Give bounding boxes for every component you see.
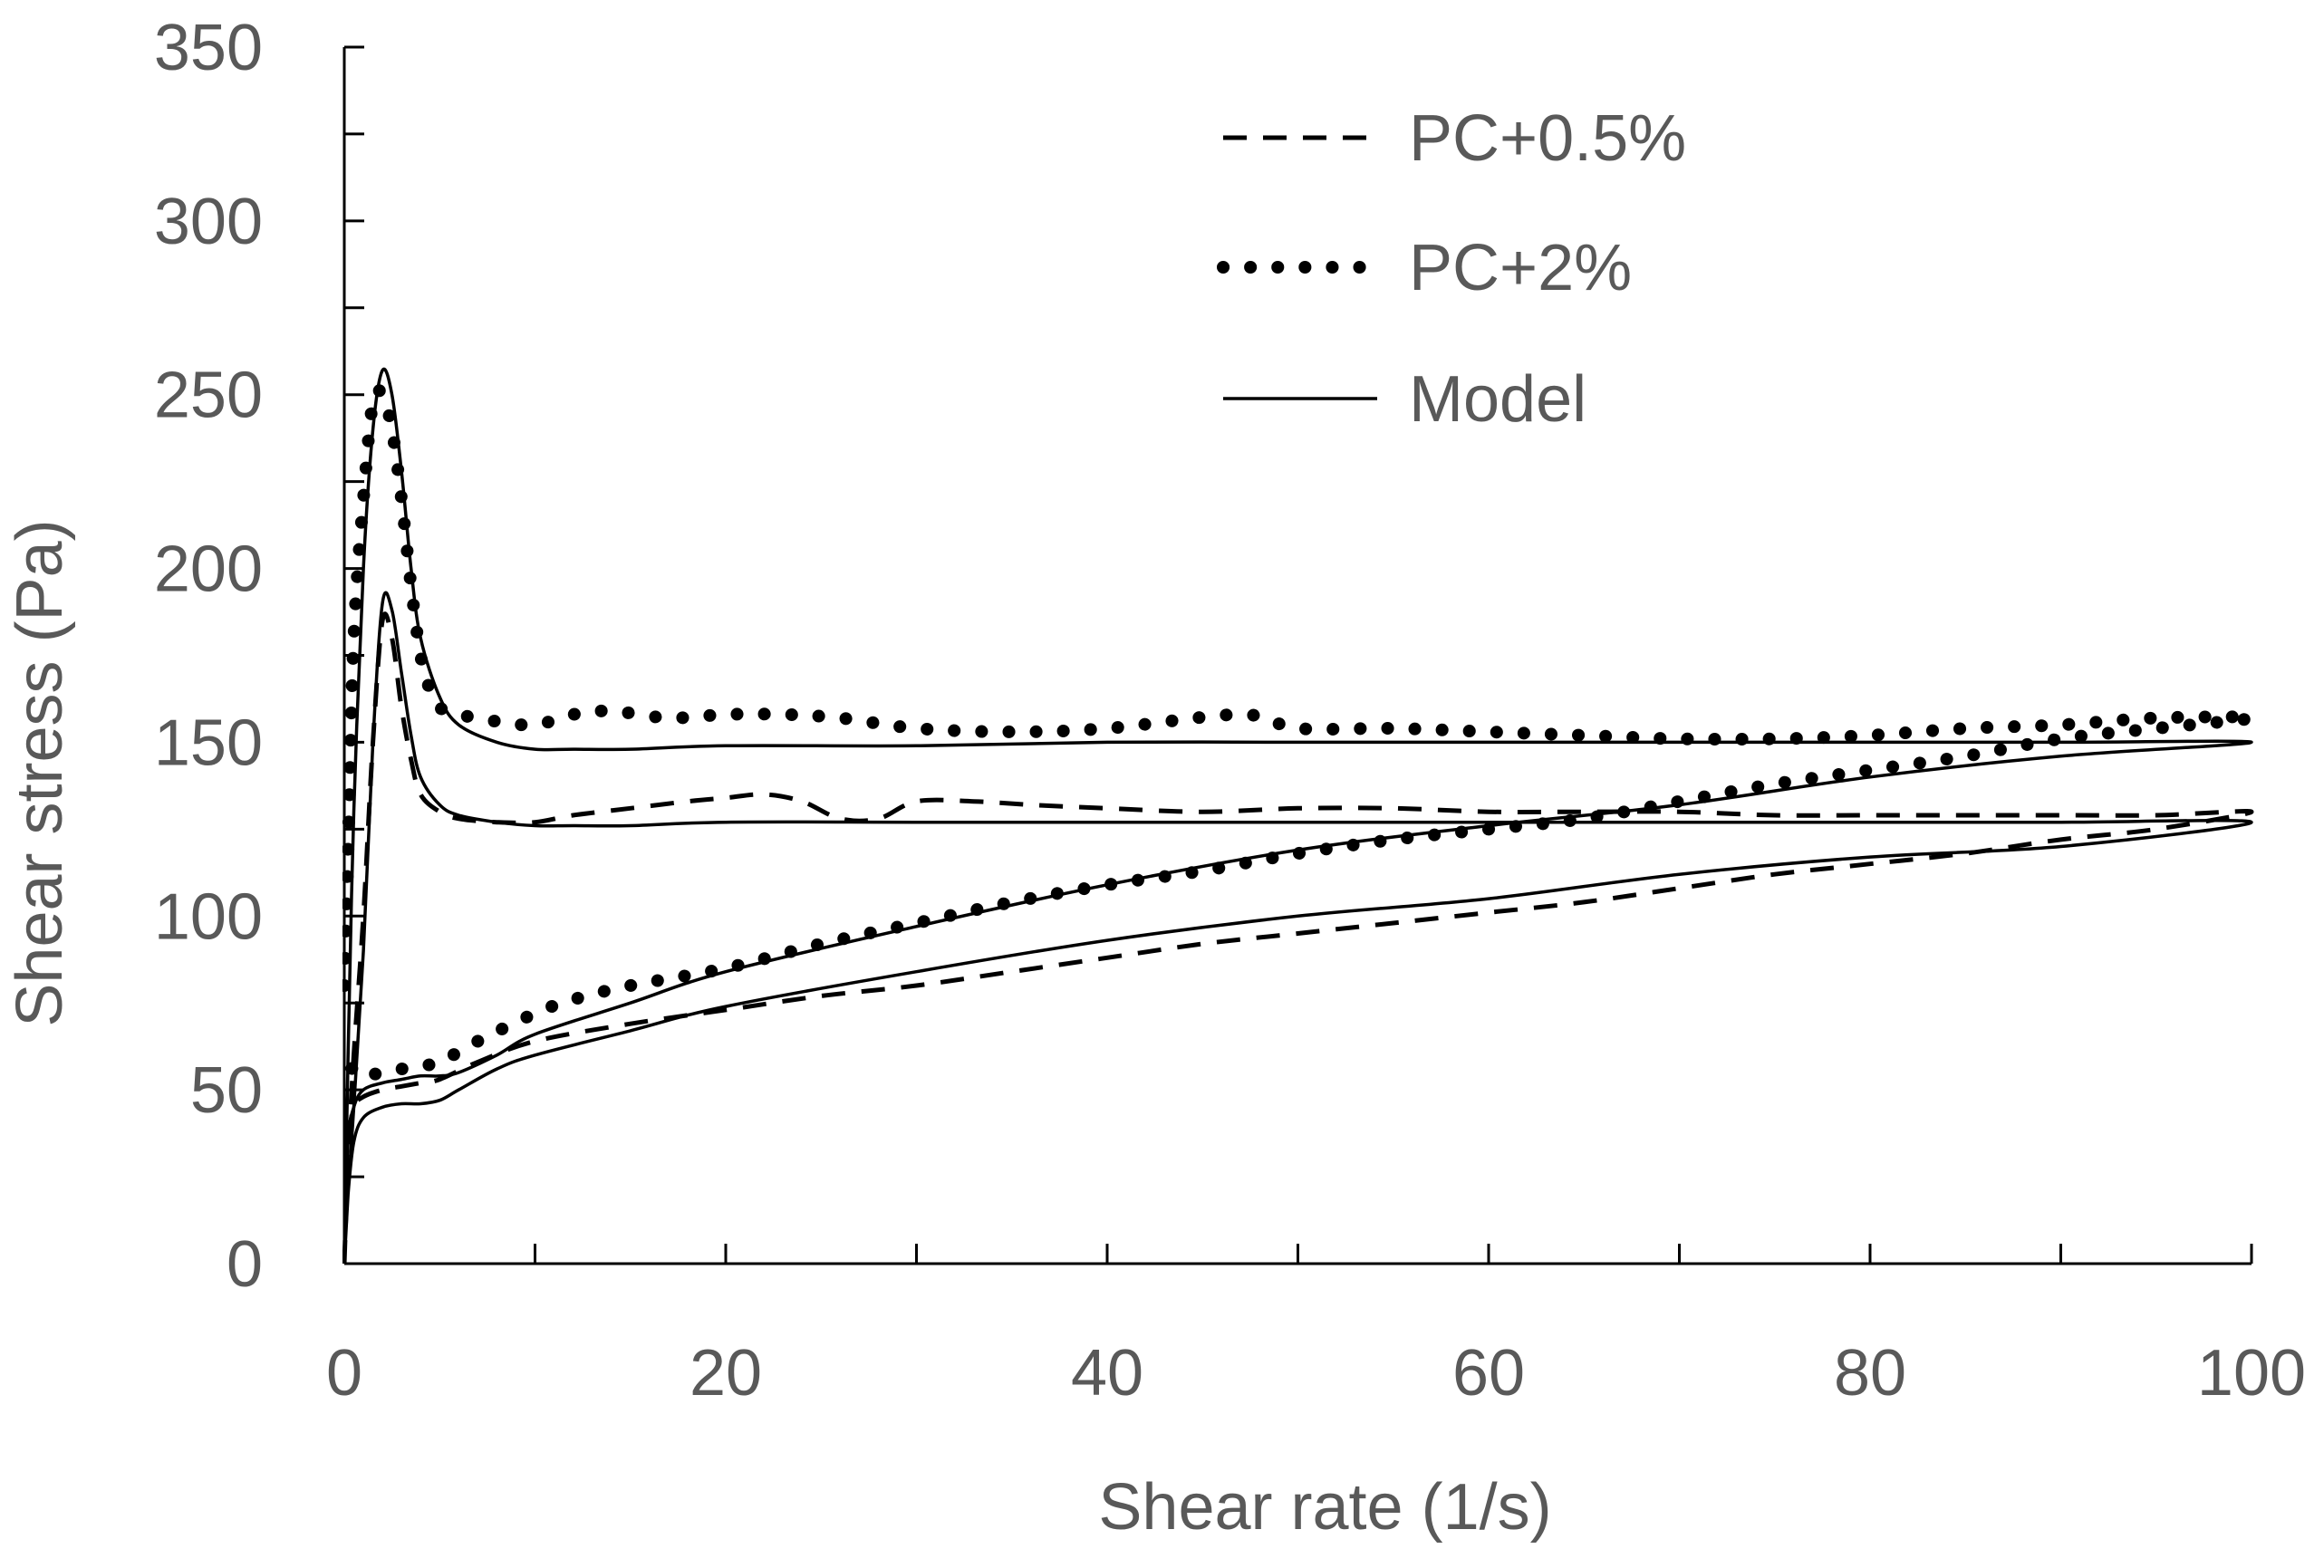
y-axis-title: Shear stress (Pa) [4,519,76,1026]
x-axis-title: Shear rate (1/s) [1098,1471,1551,1544]
legend: PC+0.5% PC+2% Model [1217,102,1686,436]
x-tick-label: 80 [1834,1337,1906,1409]
series-line-model-pc-0-5 [342,591,2253,1265]
y-tick-label: 0 [227,1228,263,1301]
x-tick-label: 40 [1071,1337,1143,1409]
x-tick-label: 60 [1452,1337,1525,1409]
x-tick-label: 0 [326,1337,362,1409]
legend-label-model: Model [1409,363,1586,436]
y-tick-label: 300 [154,186,263,258]
y-tick-label: 350 [154,12,263,84]
y-tick-label: 200 [154,534,263,606]
series-line-pc-0-5 [342,611,2254,1265]
y-axis-tick-labels: 0 50 100 150 200 250 300 350 [154,12,263,1301]
series-line-model-pc-2 [342,367,2253,1265]
plot-series [342,367,2259,1265]
series-line-pc-2 [342,383,2259,1082]
legend-label-pc-0-5: PC+0.5% [1409,102,1686,175]
y-tick-label: 50 [190,1054,263,1127]
y-tick-label: 150 [154,707,263,779]
x-tick-label: 100 [2197,1337,2306,1409]
y-tick-label: 100 [154,880,263,953]
legend-label-pc-2: PC+2% [1409,232,1632,304]
x-tick-label: 20 [689,1337,762,1409]
x-axis-tick-labels: 0 20 40 60 80 100 [326,1337,2306,1409]
axes [342,45,2253,1265]
y-tick-label: 250 [154,360,263,432]
